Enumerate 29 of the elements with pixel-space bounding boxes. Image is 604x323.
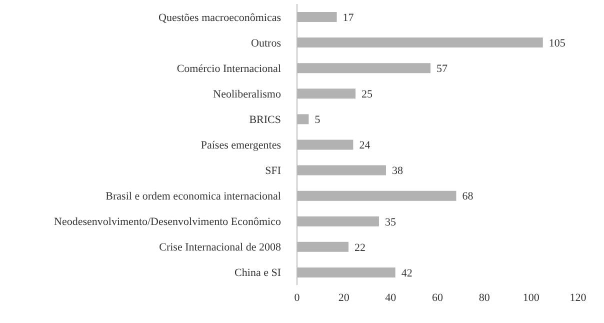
x-tick-label: 100 [522,292,540,304]
x-tick-label: 120 [570,292,587,304]
data-label: 42 [401,267,412,280]
y-tick-label: Crise Internacional de 2008 [159,242,282,254]
y-tick-label: Outros [251,37,281,50]
y-tick-label: Países emergentes [200,140,281,152]
data-label: 35 [384,216,396,228]
y-tick-label: Neodesenvolvimento/Desenvolvimento Econômico [54,216,282,228]
data-label: 25 [362,88,374,101]
data-label: 22 [354,242,366,254]
data-label: 68 [462,190,474,203]
y-tick-label: Neoliberalismo [213,88,282,100]
x-tick-label: 20 [338,292,350,304]
data-label: 57 [436,62,448,75]
x-tick-label: 0 [294,292,300,304]
x-tick-label: 40 [385,292,397,304]
x-tick-label: 80 [478,292,490,304]
y-tick-label: Brasil e ordem economica internacional [106,190,281,203]
data-label: 5 [314,114,321,126]
y-tick-label: Questões macroeconômicas [158,12,281,24]
y-tick-label: SFI [265,165,282,178]
data-label: 105 [548,37,566,50]
data-label: 17 [342,12,354,24]
data-label: 38 [392,165,404,178]
y-tick-label: China e SI [234,267,282,280]
x-tick-label: 60 [432,292,444,304]
y-tick-label: Comércio Internacional [176,62,281,75]
data-label: 24 [359,140,371,152]
y-tick-label: BRICS [249,114,281,126]
